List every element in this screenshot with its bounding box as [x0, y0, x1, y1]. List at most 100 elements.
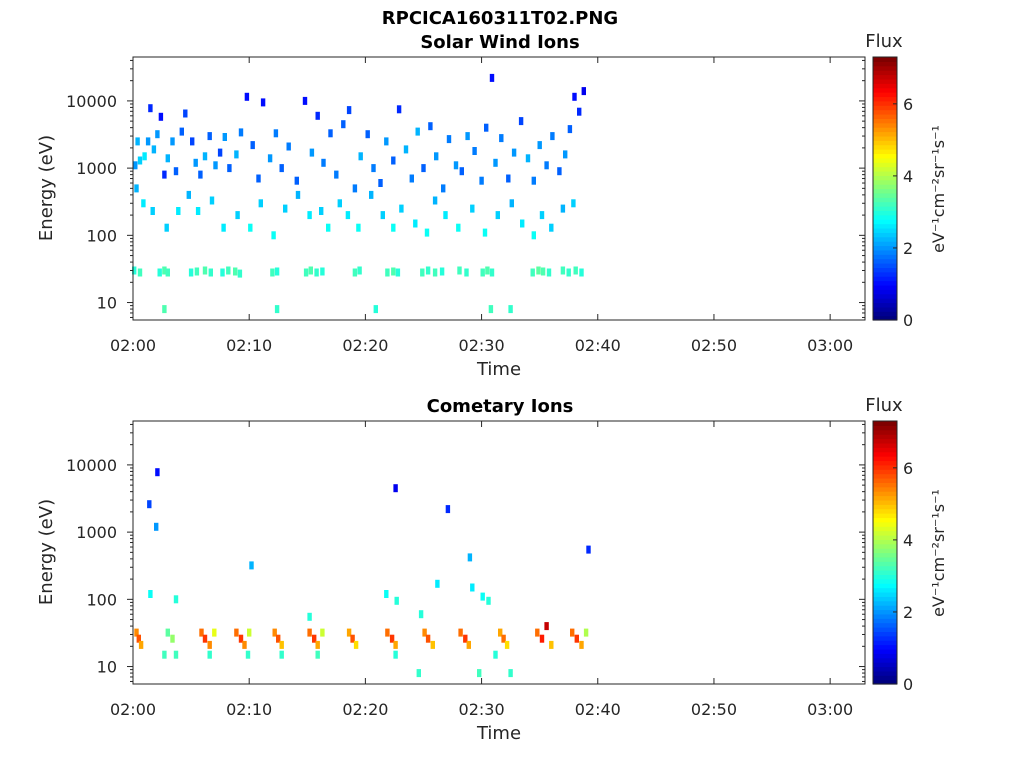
flux-cell [137, 156, 143, 165]
flux-cell [560, 266, 566, 275]
flux-cell [207, 132, 212, 141]
flux-cell [307, 628, 312, 637]
colorbar-segment [873, 521, 897, 527]
flux-cell [544, 161, 549, 170]
colorbar-segment [873, 184, 897, 190]
x-tick-label: 02:30 [459, 700, 505, 719]
flux-cell [570, 628, 575, 637]
flux-cell [165, 154, 170, 163]
colorbar-segment [873, 644, 897, 650]
flux-cell [577, 107, 582, 116]
colorbar-segment [873, 591, 897, 597]
cometary-x-ticks: 02:00 02:10 02:20 02:30 02:40 02:50 03:00 [110, 421, 853, 719]
flux-cell [260, 98, 266, 107]
flux-cell [586, 545, 591, 554]
flux-cell [238, 128, 244, 137]
flux-cell [508, 669, 513, 678]
colorbar-segment [873, 271, 897, 277]
colorbar-tick-label: 0 [903, 675, 913, 694]
flux-cell [463, 634, 468, 643]
flux-cell [385, 628, 390, 637]
colorbar-segment [873, 61, 897, 67]
flux-cell [537, 141, 542, 150]
flux-cell [482, 228, 488, 237]
flux-cell [571, 199, 576, 208]
colorbar-segment [873, 425, 897, 431]
flux-cell [321, 158, 326, 167]
flux-cell [157, 268, 162, 277]
solar-wind-xlabel: Time [476, 359, 521, 380]
flux-cell [530, 268, 535, 277]
flux-cell [453, 161, 459, 170]
colorbar-segment [873, 574, 897, 580]
flux-cell [579, 640, 584, 649]
flux-cell [572, 92, 577, 101]
flux-cell [173, 650, 179, 659]
colorbar-segment [873, 679, 897, 685]
flux-cell [550, 132, 555, 141]
colorbar-tick-label: 6 [903, 459, 913, 478]
colorbar-segment [873, 214, 897, 220]
flux-cell [256, 174, 261, 183]
colorbar-frame [872, 56, 898, 321]
flux-cell [458, 628, 463, 637]
colorbar-segment [873, 127, 897, 133]
flux-cell [511, 148, 517, 157]
flux-cell [350, 634, 355, 643]
flux-cell [536, 266, 541, 275]
flux-cell [508, 305, 513, 314]
flux-cell [337, 199, 342, 208]
flux-cell [499, 134, 504, 143]
flux-cell [428, 122, 433, 131]
flux-cell [212, 628, 217, 637]
flux-cell [148, 104, 153, 113]
flux-cell [574, 634, 579, 643]
y-tick-label: 100 [86, 590, 117, 609]
colorbar-segment [873, 245, 897, 251]
colorbar-tick-label: 2 [903, 603, 913, 622]
flux-cell [186, 190, 191, 199]
flux-cell [135, 137, 140, 146]
colorbar-segment [873, 144, 897, 150]
flux-cell [274, 305, 280, 314]
flux-cell [544, 622, 549, 631]
flux-cell [424, 228, 430, 237]
flux-cell [199, 628, 204, 637]
flux-cell [525, 154, 531, 163]
solar-wind-colorbar: 0 2 4 6 [872, 56, 913, 330]
y-tick-label: 1000 [76, 159, 117, 178]
flux-cell [583, 628, 589, 637]
flux-cell [393, 484, 398, 493]
flux-cell [202, 634, 208, 643]
y-tick-label: 10 [97, 294, 117, 313]
flux-cell [137, 268, 143, 277]
colorbar-segment [873, 570, 897, 576]
flux-cell [539, 634, 545, 643]
flux-cell [434, 152, 439, 161]
colorbar-segment [873, 635, 897, 641]
y-tick-label: 10000 [66, 456, 117, 475]
solar-wind-colorbar-label: Flux [865, 31, 903, 52]
solar-wind-y-ticks: 10 100 1000 10000 [66, 59, 865, 318]
flux-cell [413, 219, 418, 228]
colorbar-tick-label: 6 [903, 95, 913, 114]
colorbar-segment [873, 442, 897, 448]
flux-cell [270, 268, 275, 277]
flux-cell [274, 267, 280, 276]
flux-cell [207, 650, 212, 659]
y-tick-label: 100 [86, 226, 117, 245]
flux-cell [441, 184, 446, 193]
colorbar-segment [873, 451, 897, 457]
flux-cell [416, 669, 421, 678]
colorbar-segment [873, 157, 897, 163]
colorbar-tick-label: 2 [903, 239, 913, 258]
flux-cell [142, 152, 147, 161]
flux-cell [539, 211, 545, 220]
flux-cell [294, 176, 299, 185]
colorbar-segment [873, 662, 897, 668]
flux-cell [378, 179, 383, 187]
flux-cell [162, 266, 167, 275]
colorbar-segment [873, 197, 897, 203]
colorbar-segment [873, 315, 897, 321]
